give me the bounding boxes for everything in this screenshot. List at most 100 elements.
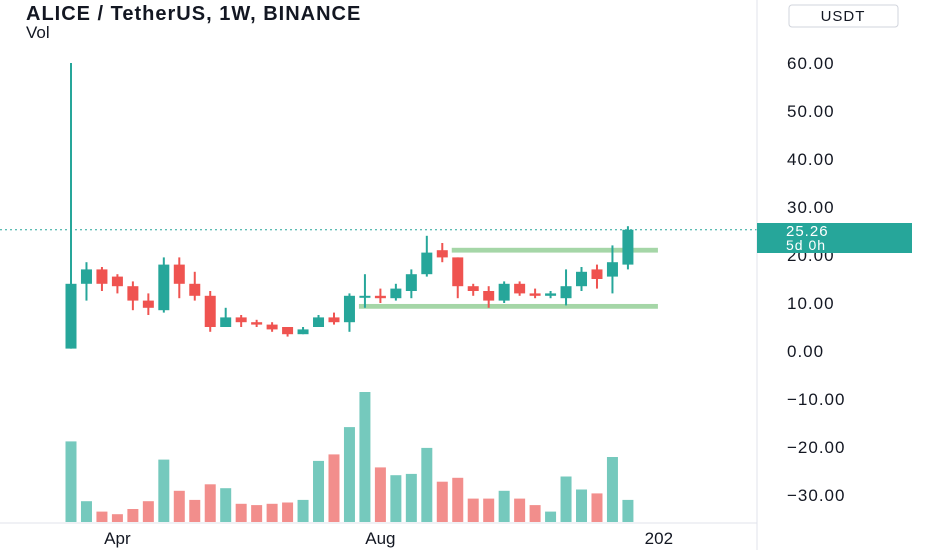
volume-bar [467,498,479,522]
last-price-value: 25.26 [786,223,829,240]
volume-bar [282,502,294,522]
candle-body[interactable] [235,317,247,323]
candle-body[interactable] [343,295,355,323]
price-tick-label: 30.00 [787,198,835,217]
candle-body[interactable] [328,317,340,323]
chart-title: ALICE / TetherUS, 1W, BINANCE [26,3,361,25]
currency-badge[interactable]: USDT [788,4,899,28]
last-price-label: 25.26 5d 0h [757,223,912,253]
volume-bar [235,503,247,522]
currency-badge-label: USDT [821,8,866,25]
candle-body[interactable] [467,286,479,291]
time-tick-label: Apr [104,529,131,548]
candle-body[interactable] [96,269,108,284]
zone-line-1[interactable] [358,303,658,309]
price-tick-label: 50.00 [787,102,835,121]
volume-bar [436,481,448,522]
candle-body[interactable] [282,327,294,335]
candle-body[interactable] [189,283,201,296]
bar-countdown: 5d 0h [786,237,826,253]
candle-body[interactable] [576,271,588,287]
volume-bar [343,427,355,522]
volume-bar [390,475,402,522]
candle-body[interactable] [204,295,216,327]
candle-body[interactable] [591,269,603,279]
candle-body[interactable] [529,293,541,296]
candle-body[interactable] [606,262,618,277]
volume-layer [65,392,634,522]
volume-bar [514,498,526,522]
candle-body[interactable] [390,288,402,299]
volume-bar [421,447,433,522]
volume-bar [606,457,618,522]
volume-bar [189,499,201,522]
volume-bar [498,490,510,522]
volume-bar [622,499,634,522]
candle-body[interactable] [452,257,464,287]
candle-body[interactable] [142,300,154,308]
candle-body[interactable] [266,324,278,330]
time-tick-label: 202 [645,529,673,548]
volume-bar [204,484,216,522]
volume-bar [266,503,278,522]
candle-body[interactable] [111,276,123,287]
volume-bar [591,493,603,522]
candle-body[interactable] [405,274,417,291]
candle-body[interactable] [313,317,325,327]
candle-body[interactable] [436,250,448,258]
candle-body[interactable] [622,229,634,265]
volume-bar [96,511,108,522]
volume-bar [65,441,77,522]
volume-bar [80,501,92,522]
candle-body[interactable] [65,283,77,349]
candle-body[interactable] [251,322,263,325]
candle-body[interactable] [297,329,309,335]
price-tick-label: 40.00 [787,150,835,169]
price-tick-label: 60.00 [787,54,835,73]
volume-bar [405,473,417,522]
volume-bar [111,514,123,522]
candles-layer [65,63,634,349]
volume-bar [483,498,495,522]
candle-body[interactable] [421,252,433,275]
price-tick-label: 0.00 [787,342,824,361]
volume-bar [576,489,588,522]
candle-body[interactable] [158,264,170,311]
volume-bar [251,505,263,522]
price-axis: 60.0050.0040.0030.0020.0010.000.00−10.00… [787,54,845,505]
volume-bar [173,490,185,522]
volume-bar [452,477,464,522]
volume-bar [297,499,309,522]
volume-indicator-label: Vol [26,23,50,42]
candle-body[interactable] [127,286,139,301]
volume-bar [220,488,232,522]
volume-bar [158,459,170,522]
volume-bar [313,460,325,522]
price-tick-label: −30.00 [787,486,845,505]
price-tick-label: −10.00 [787,390,845,409]
volume-bar [529,505,541,522]
time-tick-label: Aug [365,529,395,548]
candle-body[interactable] [80,269,92,284]
candle-body[interactable] [498,283,510,301]
volume-bar [127,509,139,522]
price-tick-label: 10.00 [787,294,835,313]
volume-bar [560,476,572,522]
candle-body[interactable] [359,295,371,298]
zones-layer [358,247,658,309]
candle-body[interactable] [514,283,526,294]
zone-line-0[interactable] [451,247,658,253]
volume-bar [374,467,386,522]
candle-body[interactable] [483,291,495,301]
volume-bar [545,511,557,522]
time-axis: Apr Aug 202 [104,529,673,548]
candle-body[interactable] [560,286,572,299]
candle-body[interactable] [220,317,232,327]
candle-body[interactable] [374,295,386,299]
candle-body[interactable] [173,264,185,284]
volume-bar [359,392,371,522]
candle-body[interactable] [545,293,557,296]
volume-bar [328,454,340,522]
